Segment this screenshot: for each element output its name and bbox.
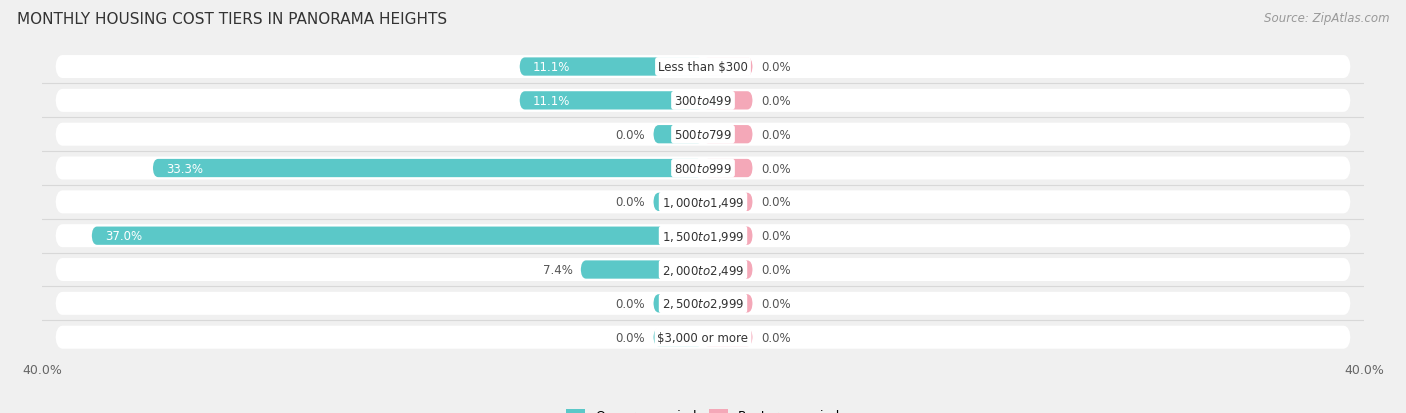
Text: 0.0%: 0.0% <box>616 297 645 310</box>
Text: $2,500 to $2,999: $2,500 to $2,999 <box>662 297 744 311</box>
Text: $1,500 to $1,999: $1,500 to $1,999 <box>662 229 744 243</box>
FancyBboxPatch shape <box>703 126 752 144</box>
FancyBboxPatch shape <box>520 58 703 76</box>
Text: MONTHLY HOUSING COST TIERS IN PANORAMA HEIGHTS: MONTHLY HOUSING COST TIERS IN PANORAMA H… <box>17 12 447 27</box>
FancyBboxPatch shape <box>55 157 1351 180</box>
Text: Less than $300: Less than $300 <box>658 61 748 74</box>
FancyBboxPatch shape <box>703 227 752 245</box>
FancyBboxPatch shape <box>55 56 1351 79</box>
Text: 0.0%: 0.0% <box>616 128 645 141</box>
FancyBboxPatch shape <box>55 225 1351 248</box>
FancyBboxPatch shape <box>581 261 703 279</box>
FancyBboxPatch shape <box>520 92 703 110</box>
Text: $3,000 or more: $3,000 or more <box>658 331 748 344</box>
FancyBboxPatch shape <box>91 227 703 245</box>
Text: 0.0%: 0.0% <box>761 230 790 242</box>
FancyBboxPatch shape <box>55 123 1351 146</box>
Text: 33.3%: 33.3% <box>166 162 202 175</box>
FancyBboxPatch shape <box>654 328 703 347</box>
FancyBboxPatch shape <box>55 292 1351 315</box>
Text: $800 to $999: $800 to $999 <box>673 162 733 175</box>
Text: 0.0%: 0.0% <box>761 162 790 175</box>
FancyBboxPatch shape <box>654 294 703 313</box>
Text: 11.1%: 11.1% <box>533 61 571 74</box>
Text: 37.0%: 37.0% <box>105 230 142 242</box>
Text: $500 to $799: $500 to $799 <box>673 128 733 141</box>
FancyBboxPatch shape <box>703 58 752 76</box>
Text: 0.0%: 0.0% <box>761 128 790 141</box>
Text: 0.0%: 0.0% <box>616 331 645 344</box>
Legend: Owner-occupied, Renter-occupied: Owner-occupied, Renter-occupied <box>567 409 839 413</box>
Text: 0.0%: 0.0% <box>616 196 645 209</box>
Text: 0.0%: 0.0% <box>761 61 790 74</box>
Text: $2,000 to $2,499: $2,000 to $2,499 <box>662 263 744 277</box>
Text: 0.0%: 0.0% <box>761 95 790 108</box>
FancyBboxPatch shape <box>55 90 1351 113</box>
FancyBboxPatch shape <box>703 328 752 347</box>
FancyBboxPatch shape <box>703 193 752 211</box>
FancyBboxPatch shape <box>703 261 752 279</box>
Text: 7.4%: 7.4% <box>543 263 572 276</box>
FancyBboxPatch shape <box>654 126 703 144</box>
Text: $1,000 to $1,499: $1,000 to $1,499 <box>662 195 744 209</box>
FancyBboxPatch shape <box>55 326 1351 349</box>
Text: Source: ZipAtlas.com: Source: ZipAtlas.com <box>1264 12 1389 25</box>
Text: 0.0%: 0.0% <box>761 263 790 276</box>
FancyBboxPatch shape <box>55 191 1351 214</box>
FancyBboxPatch shape <box>703 92 752 110</box>
FancyBboxPatch shape <box>703 159 752 178</box>
Text: 11.1%: 11.1% <box>533 95 571 108</box>
FancyBboxPatch shape <box>703 294 752 313</box>
Text: 0.0%: 0.0% <box>761 196 790 209</box>
Text: 0.0%: 0.0% <box>761 297 790 310</box>
Text: 0.0%: 0.0% <box>761 331 790 344</box>
Text: $300 to $499: $300 to $499 <box>673 95 733 108</box>
FancyBboxPatch shape <box>153 159 703 178</box>
FancyBboxPatch shape <box>654 193 703 211</box>
FancyBboxPatch shape <box>55 259 1351 281</box>
